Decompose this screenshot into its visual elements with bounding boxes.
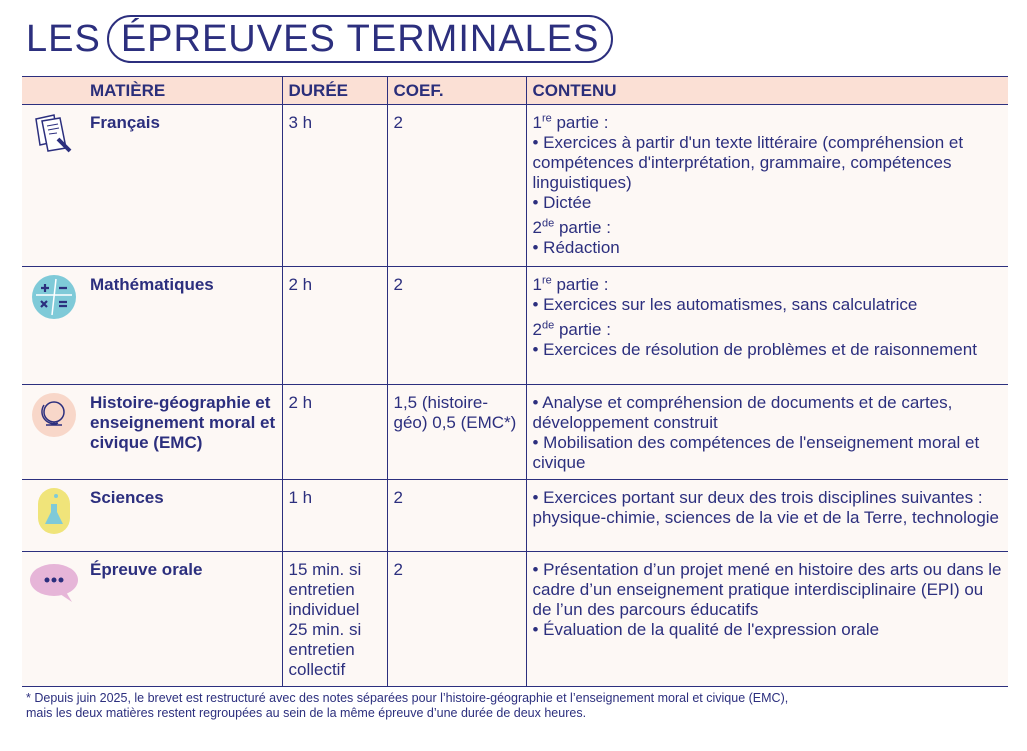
- content-line: • Dictée: [532, 193, 592, 212]
- subject-cell: Français: [22, 104, 282, 267]
- content-line: 2de partie :: [532, 319, 611, 339]
- subject-cell: Épreuve orale: [22, 551, 282, 687]
- footnote: * Depuis juin 2025, le brevet est restru…: [26, 691, 789, 720]
- content-line: 1re partie :: [532, 112, 609, 132]
- duration-cell: 2 h: [281, 384, 387, 480]
- duration-cell: 15 min. si entretien individuel 25 min. …: [281, 551, 387, 687]
- table-row: Mathématiques 2 h 2 1re partie : • Exerci…: [22, 266, 1008, 385]
- subject-name: Mathématiques: [90, 275, 214, 294]
- subject-name: Sciences: [90, 488, 164, 507]
- coef-cell: 2: [386, 551, 526, 687]
- page-title: LES ÉPREUVES TERMINALES: [26, 14, 614, 64]
- header-coef: COEF.: [386, 76, 526, 105]
- content-line: • Mobilisation des compétences de l'ense…: [532, 433, 980, 472]
- header-subject: MATIÈRE: [22, 76, 282, 105]
- content-line: • Exercices à partir d'un texte littérai…: [532, 133, 964, 192]
- content-cell: • Présentation d’un projet mené en histo…: [525, 551, 1008, 687]
- coef-cell: 1,5 (histoire-géo) 0,5 (EMC*): [386, 384, 526, 480]
- table-row: Français 3 h 2 1re partie : • Exercices à…: [22, 104, 1008, 267]
- duration-cell: 1 h: [281, 479, 387, 552]
- subject-name: Histoire-géographie et enseignement mora…: [90, 393, 276, 452]
- content-line: 1re partie :: [532, 274, 609, 294]
- coef-cell: 2: [386, 266, 526, 385]
- exams-table: MATIÈRE DURÉE COEF. CONTENU Français 3 h…: [22, 76, 1008, 687]
- content-cell: • Analyse et compréhension de documents …: [525, 384, 1008, 480]
- content-area: MATIÈRE DURÉE COEF. CONTENU Français 3 h…: [22, 76, 1008, 721]
- subject-cell: Sciences: [22, 479, 282, 552]
- content-cell: • Exercices portant sur deux des trois d…: [525, 479, 1008, 552]
- subject-cell: Mathématiques: [22, 266, 282, 385]
- content-line: 2de partie :: [532, 217, 611, 237]
- table-row: Épreuve orale 15 min. si entretien indiv…: [22, 551, 1008, 687]
- table-header: MATIÈRE DURÉE COEF. CONTENU: [22, 76, 1008, 105]
- content-line: • Présentation d’un projet mené en histo…: [532, 560, 1002, 619]
- coef-cell: 2: [386, 104, 526, 267]
- duration-cell: 2 h: [281, 266, 387, 385]
- content-line: • Exercices sur les automatismes, sans c…: [532, 295, 918, 314]
- duration-cell: 3 h: [281, 104, 387, 267]
- content-cell: 1re partie : • Exercices à partir d'un te…: [525, 104, 1008, 267]
- header-duration: DURÉE: [281, 76, 387, 105]
- content-line: • Analyse et compréhension de documents …: [532, 393, 953, 432]
- content-cell: 1re partie : • Exercices sur les automati…: [525, 266, 1008, 385]
- subject-name: Épreuve orale: [90, 560, 203, 579]
- subject-name: Français: [90, 113, 160, 132]
- content-line: • Rédaction: [532, 238, 620, 257]
- content-line: • Exercices portant sur deux des trois d…: [532, 488, 1000, 527]
- title-prefix: LES: [26, 17, 101, 60]
- content-line: • Évaluation de la qualité de l'expressi…: [532, 620, 880, 639]
- coef-cell: 2: [386, 479, 526, 552]
- header-content: CONTENU: [525, 76, 1008, 105]
- content-line: • Exercices de résolution de problèmes e…: [532, 340, 977, 359]
- title-main: ÉPREUVES TERMINALES: [106, 15, 614, 63]
- subject-cell: Histoire-géographie et enseignement mora…: [22, 384, 282, 480]
- table-row: Sciences 1 h 2 • Exercices portant sur d…: [22, 479, 1008, 552]
- table-row: Histoire-géographie et enseignement mora…: [22, 384, 1008, 480]
